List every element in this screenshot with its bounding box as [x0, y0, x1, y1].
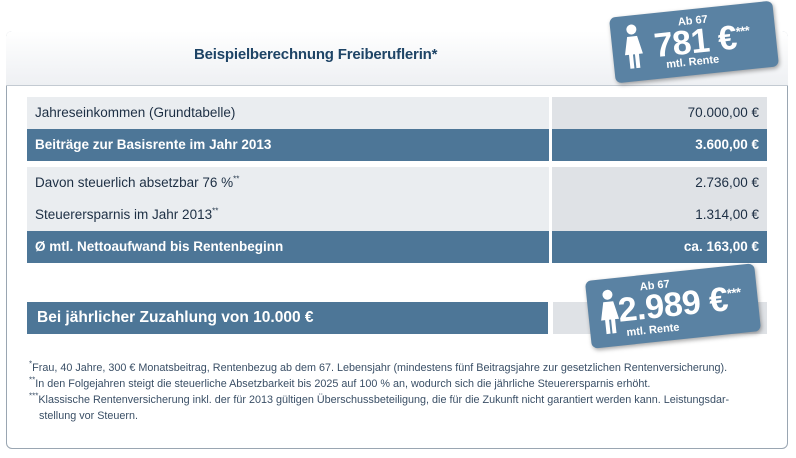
footnote-mark: *** [29, 391, 39, 401]
row-label: Ø mtl. Nettoaufwand bis Rentenbeginn [27, 231, 549, 263]
row-label-text: Jahreseinkommen (Grundtabelle) [35, 105, 236, 120]
row-label-text: Davon steuerlich absetzbar 76 % [35, 175, 234, 190]
footnote-text: Klassische Rentenversicherung inkl. der … [38, 394, 730, 406]
row-value: 3.600,00 € [552, 129, 767, 161]
table-row: Steuerersparnis im Jahr 2013** 1.314,00 € [27, 199, 767, 231]
footnote-mark: * [29, 359, 33, 369]
table-row: Davon steuerlich absetzbar 76 %** 2.736,0… [27, 167, 767, 199]
row-value: ca. 163,00 € [552, 231, 767, 263]
row-label: Beiträge zur Basisrente im Jahr 2013 [27, 129, 549, 161]
table-row: Beiträge zur Basisrente im Jahr 2013 3.60… [27, 129, 767, 161]
row-value: 1.314,00 € [552, 199, 767, 231]
footnote-text: Frau, 40 Jahre, 300 € Monatsbeitrag, Ren… [32, 362, 728, 374]
row-label: Davon steuerlich absetzbar 76 %** [27, 167, 549, 199]
zuzahlung-label: Bei jährlicher Zuzahlung von 10.000 € [27, 302, 548, 334]
row-footnote-mark: ** [212, 206, 219, 216]
row-label-text: Beiträge zur Basisrente im Jahr 2013 [35, 137, 272, 152]
pension-badge-top: Ab 67 781 €*** mtl. Rente [608, 0, 780, 84]
row-label-text: Steuerersparnis im Jahr 2013 [35, 207, 213, 222]
row-label: Steuerersparnis im Jahr 2013** [27, 199, 549, 231]
badge-amount-footnote-mark: *** [726, 284, 742, 301]
row-label-text: Ø mtl. Nettoaufwand bis Rentenbeginn [35, 239, 284, 254]
woman-figure-icon [601, 289, 620, 335]
footnote-text: In den Folgejahren steigt die steuerlich… [35, 378, 651, 390]
table-row: Ø mtl. Nettoaufwand bis Rentenbeginn ca. … [27, 231, 767, 263]
woman-figure-icon [625, 24, 643, 69]
footnotes: *Frau, 40 Jahre, 300 € Monatsbeitrag, Re… [29, 360, 769, 424]
footnote-2: **In den Folgejahren steigt die steuerli… [29, 376, 769, 392]
footnote-3-continued: stellung vor Steuern. [39, 410, 139, 422]
row-label: Jahreseinkommen (Grundtabelle) [27, 97, 549, 129]
page-title: Beispielberechnung Freiberuflerin* [194, 46, 438, 63]
row-value: 70.000,00 € [552, 97, 767, 129]
badge-amount: 2.989 €*** [616, 279, 743, 331]
pension-badge-bottom: Ab 67 2.989 €*** mtl. Rente [584, 263, 762, 349]
row-footnote-mark: ** [233, 174, 240, 184]
table-row: Jahreseinkommen (Grundtabelle) 70.000,00 … [27, 97, 767, 129]
badge-amount-footnote-mark: *** [734, 22, 751, 40]
row-value: 2.736,00 € [552, 167, 767, 199]
footnote-mark: ** [29, 375, 36, 385]
footnote-3: ***Klassische Rentenversicherung inkl. d… [29, 392, 769, 408]
footnote-1: *Frau, 40 Jahre, 300 € Monatsbeitrag, Re… [29, 360, 769, 376]
